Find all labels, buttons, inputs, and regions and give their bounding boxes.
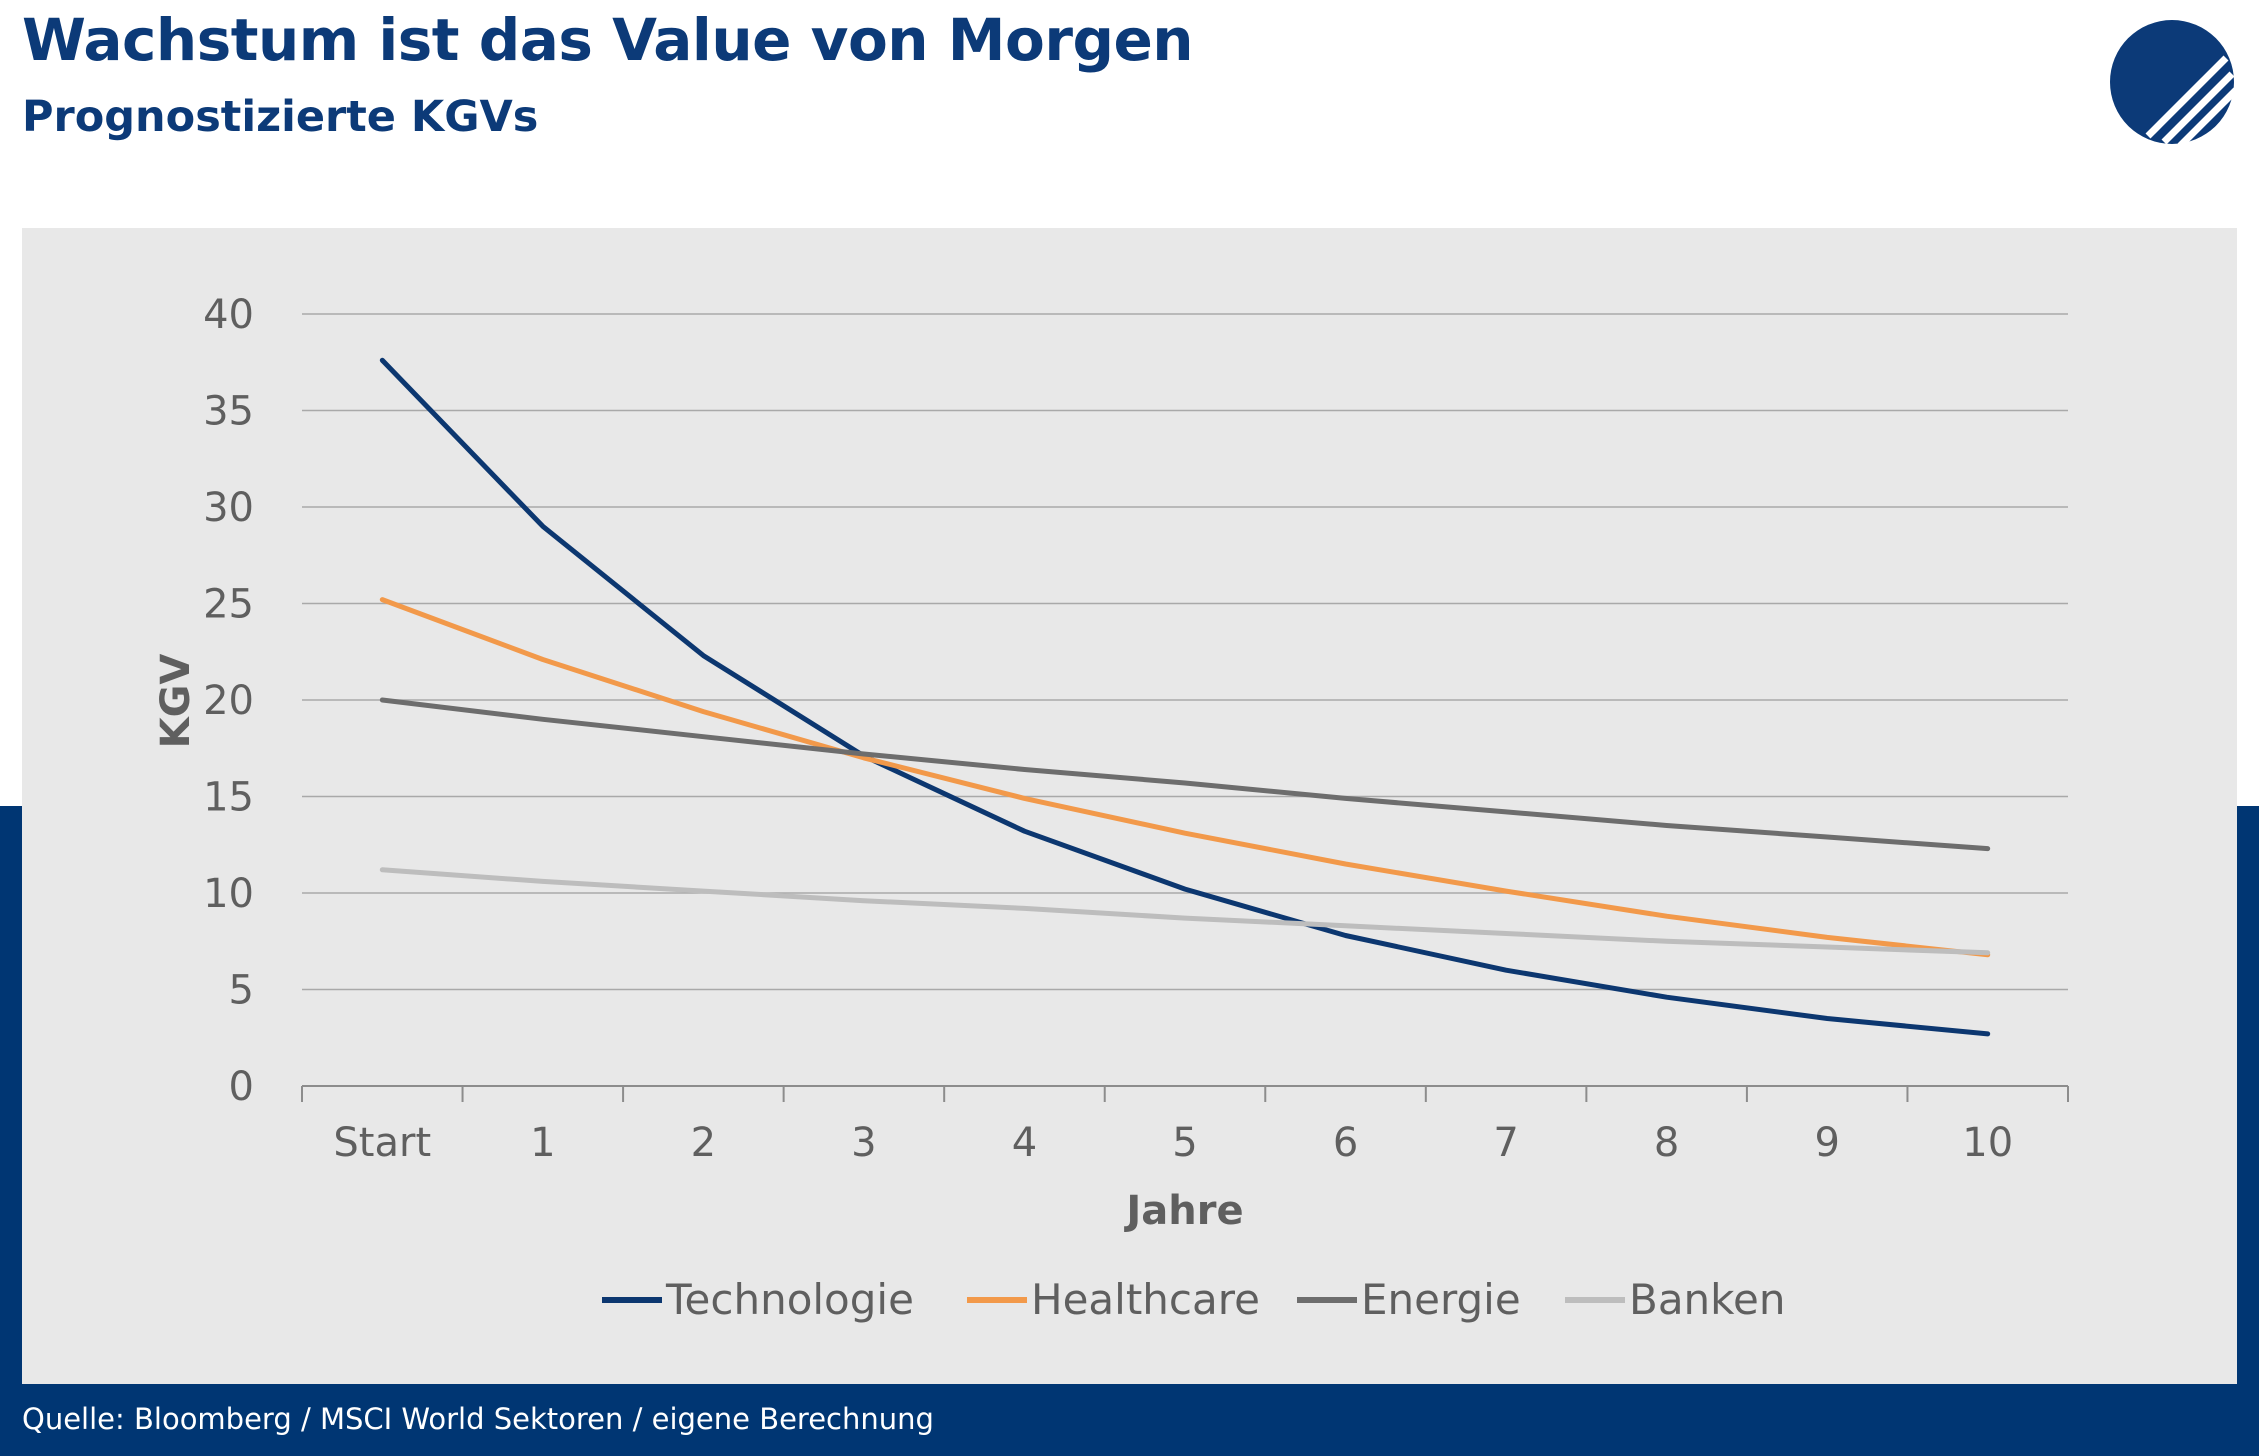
series-line-technologie [379,357,1991,1037]
x-tick-label: 9 [1814,1120,1839,1166]
x-tick-label: 8 [1654,1120,1679,1166]
y-tick-label: 30 [203,485,254,531]
x-tick-label: 3 [851,1120,876,1166]
company-logo [2110,20,2236,146]
y-tick-label: 15 [203,775,254,821]
legend-label: Banken [1629,1275,1785,1324]
y-tick-label: 0 [229,1064,254,1110]
y-axis-title: KGV [153,654,199,749]
x-tick-label: 2 [691,1120,716,1166]
legend-label: Energie [1361,1275,1521,1324]
legend-label: Healthcare [1031,1275,1260,1324]
y-tick-label: 40 [203,292,254,338]
legend-label: Technologie [665,1275,914,1324]
series-line-energie [379,697,1991,852]
y-tick-label: 35 [203,389,254,435]
x-tick-label: 4 [1012,1120,1037,1166]
series-line-healthcare [379,597,1991,958]
y-tick-label: 5 [229,968,254,1014]
x-tick-label: 6 [1333,1120,1358,1166]
x-tick-label: 5 [1172,1120,1197,1166]
x-tick-label: 1 [530,1120,555,1166]
page-title: Wachstum ist das Value von Morgen [22,6,1194,74]
series-line-banken [379,867,1991,956]
source-note: Quelle: Bloomberg / MSCI World Sektoren … [22,1402,934,1436]
x-tick-label: 10 [1962,1120,2013,1166]
chart-panel: 0 5 10 15 20 25 30 35 40 Start 1 2 3 4 5 6 7 8 9 10 Jahre KGV… [22,228,2237,1384]
page-subtitle: Prognostizierte KGVs [22,92,539,142]
line-chart: 0 5 10 15 20 25 30 35 40 Start 1 2 3 4 5 6 7 8 9 10 Jahre KGV… [153,292,2069,1324]
y-tick-label: 20 [203,678,254,724]
x-tick-label: Start [333,1120,431,1166]
y-tick-label: 25 [203,582,254,628]
x-tick-label: 7 [1493,1120,1518,1166]
y-tick-label: 10 [203,871,254,917]
x-axis-title: Jahre [1123,1188,1243,1234]
